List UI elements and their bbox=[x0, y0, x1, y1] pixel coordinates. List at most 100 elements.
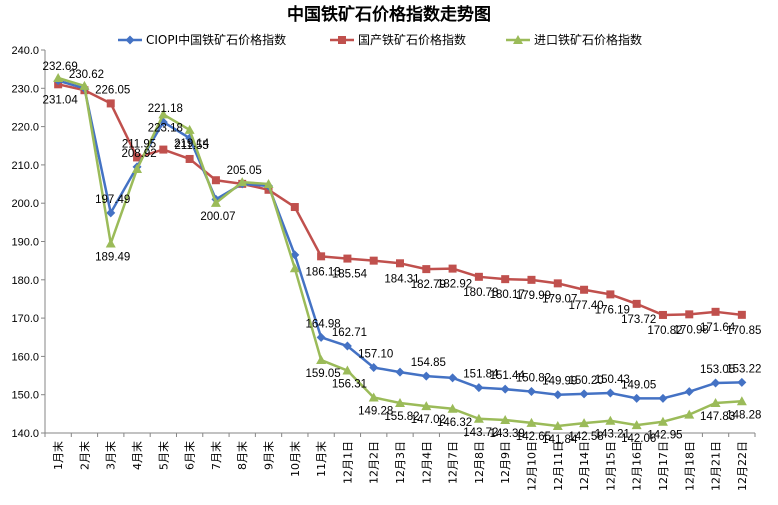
data-label: 151.44 bbox=[490, 370, 526, 382]
x-tick-label: 12月7日 bbox=[447, 441, 460, 484]
data-label: 197.49 bbox=[95, 194, 130, 206]
x-tick-label: 12月16日 bbox=[631, 441, 644, 491]
data-point bbox=[685, 310, 694, 319]
data-label: 150.82 bbox=[516, 373, 551, 385]
data-label: 223.18 bbox=[148, 122, 183, 134]
data-label: 231.04 bbox=[43, 94, 79, 106]
chart-title: 中国铁矿石价格指数走势图 bbox=[287, 4, 491, 25]
y-tick-label: 210.0 bbox=[11, 160, 39, 172]
data-point bbox=[501, 275, 510, 284]
data-label: 184.31 bbox=[384, 273, 419, 285]
data-point bbox=[290, 203, 299, 212]
x-tick-label: 12月11日 bbox=[552, 441, 565, 491]
data-point bbox=[605, 388, 615, 398]
data-point bbox=[106, 99, 115, 108]
data-point bbox=[632, 299, 641, 308]
series-layer bbox=[53, 72, 747, 430]
data-point bbox=[421, 371, 431, 381]
data-label: 177.40 bbox=[568, 300, 603, 312]
axes: 140.0 150.0 160.0 170.0 180.0 190.0 200.0 210.0… bbox=[11, 45, 756, 491]
data-point bbox=[579, 389, 589, 399]
data-point bbox=[184, 124, 195, 134]
data-label: 142.58 bbox=[568, 431, 603, 443]
x-tick-label: 12月22日 bbox=[736, 441, 749, 491]
x-tick-label: 12月15日 bbox=[604, 441, 617, 491]
data-point bbox=[632, 393, 642, 403]
data-point bbox=[448, 264, 457, 273]
data-point bbox=[395, 367, 405, 377]
data-label: 157.10 bbox=[358, 349, 393, 361]
data-label: 156.31 bbox=[332, 379, 367, 391]
data-label: 180.78 bbox=[463, 287, 498, 299]
legend-marker bbox=[125, 35, 135, 45]
data-point bbox=[658, 310, 667, 319]
data-label: 230.62 bbox=[69, 69, 104, 81]
x-tick-label: 4月末 bbox=[130, 441, 144, 470]
data-point bbox=[316, 355, 327, 365]
data-point bbox=[473, 413, 484, 423]
data-label: 170.85 bbox=[726, 325, 761, 337]
x-tick-label: 12月3日 bbox=[394, 441, 407, 484]
data-label: 162.71 bbox=[332, 327, 367, 339]
data-label: 159.05 bbox=[306, 368, 341, 380]
data-label: 146.32 bbox=[437, 417, 472, 429]
x-tick-label: 1月末 bbox=[51, 441, 65, 470]
x-tick-label: 12月21日 bbox=[710, 441, 723, 491]
data-point bbox=[580, 285, 589, 294]
data-label: 173.72 bbox=[621, 314, 656, 326]
data-label: 219.14 bbox=[174, 138, 210, 150]
x-tick-label: 12月17日 bbox=[657, 441, 670, 491]
data-label: 147.83 bbox=[700, 411, 735, 423]
x-tick-label: 9月末 bbox=[262, 441, 276, 470]
data-label: 141.84 bbox=[542, 434, 578, 446]
x-tick-label: 12月10日 bbox=[525, 441, 538, 491]
data-label: 147.02 bbox=[411, 414, 446, 426]
data-point bbox=[263, 179, 274, 189]
legend-label: CIOPI中国铁矿石价格指数 bbox=[146, 32, 286, 47]
data-point bbox=[736, 396, 747, 406]
x-tick-label: 8月末 bbox=[235, 441, 249, 470]
data-point bbox=[106, 208, 116, 218]
data-point bbox=[710, 398, 721, 408]
data-point bbox=[631, 420, 642, 430]
data-label: 142.95 bbox=[647, 430, 682, 442]
data-point bbox=[105, 238, 116, 248]
y-tick-label: 230.0 bbox=[11, 83, 39, 95]
data-point bbox=[395, 398, 405, 408]
legend-marker bbox=[513, 35, 523, 44]
data-point bbox=[579, 418, 590, 428]
data-label: 150.20 bbox=[568, 375, 603, 387]
data-point bbox=[684, 409, 695, 419]
x-tick-label: 12月18日 bbox=[683, 441, 696, 491]
data-label: 151.84 bbox=[463, 369, 499, 381]
legend-label: 国产铁矿石价格指数 bbox=[358, 32, 466, 47]
data-point bbox=[342, 341, 352, 351]
y-tick-label: 150.0 bbox=[11, 390, 39, 402]
data-label: 171.64 bbox=[700, 322, 736, 334]
data-label: 154.85 bbox=[411, 357, 446, 369]
data-point bbox=[53, 72, 64, 82]
data-point bbox=[474, 383, 484, 393]
x-tick-label: 6月末 bbox=[183, 441, 197, 470]
data-label: 211.55 bbox=[174, 140, 208, 152]
data-label: 226.05 bbox=[95, 84, 130, 96]
legend-label: 进口铁矿石价格指数 bbox=[534, 32, 642, 47]
data-point bbox=[448, 373, 458, 383]
data-point bbox=[369, 256, 378, 265]
data-label: 170.82 bbox=[647, 325, 682, 337]
data-label: 149.99 bbox=[542, 376, 577, 388]
x-tick-label: 11月末 bbox=[314, 441, 328, 477]
data-label: 164.98 bbox=[306, 318, 341, 330]
legend: CIOPI中国铁矿石价格指数 国产铁矿石价格指数 进口铁矿石价格指数 bbox=[118, 32, 642, 47]
data-point bbox=[737, 377, 747, 387]
data-point bbox=[737, 310, 746, 319]
data-label: 186.13 bbox=[306, 266, 341, 278]
data-label: 153.05 bbox=[700, 364, 735, 376]
data-point bbox=[185, 154, 194, 163]
data-point bbox=[711, 307, 720, 316]
data-point bbox=[500, 384, 510, 394]
data-point bbox=[317, 252, 326, 261]
data-point bbox=[237, 177, 248, 187]
data-label: 143.39 bbox=[490, 428, 525, 440]
